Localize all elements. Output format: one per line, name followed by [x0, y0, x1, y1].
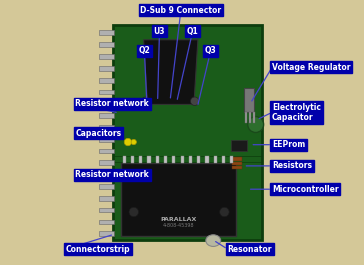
- Text: D-Sub 9 Connector: D-Sub 9 Connector: [141, 6, 222, 15]
- Bar: [181, 156, 184, 163]
- Bar: [214, 156, 217, 163]
- Bar: [99, 66, 114, 71]
- FancyBboxPatch shape: [232, 162, 242, 165]
- Bar: [222, 156, 225, 163]
- Text: Electrolytic
Capacitor: Electrolytic Capacitor: [272, 103, 321, 122]
- Bar: [99, 172, 114, 177]
- Text: Resistor network: Resistor network: [75, 99, 149, 108]
- Bar: [99, 208, 114, 213]
- Bar: [205, 156, 209, 163]
- Bar: [123, 156, 126, 163]
- FancyBboxPatch shape: [120, 163, 236, 236]
- Bar: [99, 78, 114, 82]
- Bar: [164, 156, 167, 163]
- Bar: [99, 184, 114, 189]
- Polygon shape: [143, 40, 198, 104]
- Text: Q1: Q1: [187, 27, 198, 36]
- Bar: [99, 113, 114, 118]
- Text: PARALLAX: PARALLAX: [160, 217, 197, 222]
- FancyBboxPatch shape: [113, 25, 262, 240]
- Bar: [197, 156, 200, 163]
- Bar: [245, 112, 247, 123]
- Text: Resistors: Resistors: [272, 161, 312, 170]
- Bar: [156, 156, 159, 163]
- Text: Resonator: Resonator: [228, 245, 272, 254]
- Bar: [249, 112, 251, 123]
- Text: Resistor network: Resistor network: [75, 170, 149, 179]
- Bar: [99, 54, 114, 59]
- Bar: [99, 137, 114, 142]
- Bar: [172, 156, 175, 163]
- FancyBboxPatch shape: [232, 157, 242, 161]
- Text: Connectorstrip: Connectorstrip: [66, 245, 131, 254]
- Bar: [131, 156, 134, 163]
- Bar: [99, 125, 114, 130]
- Bar: [99, 219, 114, 224]
- Bar: [253, 112, 255, 123]
- Text: Q2: Q2: [138, 46, 150, 55]
- Bar: [99, 231, 114, 236]
- Text: EEProm: EEProm: [272, 140, 305, 149]
- FancyBboxPatch shape: [231, 140, 247, 151]
- Circle shape: [248, 117, 264, 132]
- Circle shape: [219, 207, 229, 217]
- Ellipse shape: [206, 235, 221, 246]
- Bar: [99, 160, 114, 165]
- FancyBboxPatch shape: [244, 88, 254, 112]
- Text: 4-808-45398: 4-808-45398: [163, 223, 194, 228]
- Text: Voltage Regulator: Voltage Regulator: [272, 63, 351, 72]
- Text: U3: U3: [154, 27, 165, 36]
- Bar: [99, 196, 114, 201]
- Bar: [99, 149, 114, 153]
- Circle shape: [190, 97, 199, 105]
- Bar: [99, 30, 114, 35]
- Bar: [147, 156, 151, 163]
- Circle shape: [129, 207, 139, 217]
- Text: Microcontroller: Microcontroller: [272, 185, 339, 194]
- Circle shape: [131, 139, 136, 145]
- Bar: [99, 90, 114, 94]
- Bar: [139, 156, 142, 163]
- Text: Capacitors: Capacitors: [75, 129, 122, 138]
- Circle shape: [124, 138, 132, 146]
- Circle shape: [142, 97, 150, 105]
- Bar: [99, 101, 114, 106]
- Text: Q3: Q3: [205, 46, 217, 55]
- Bar: [230, 156, 233, 163]
- Bar: [99, 42, 114, 47]
- Bar: [189, 156, 192, 163]
- FancyBboxPatch shape: [232, 166, 242, 169]
